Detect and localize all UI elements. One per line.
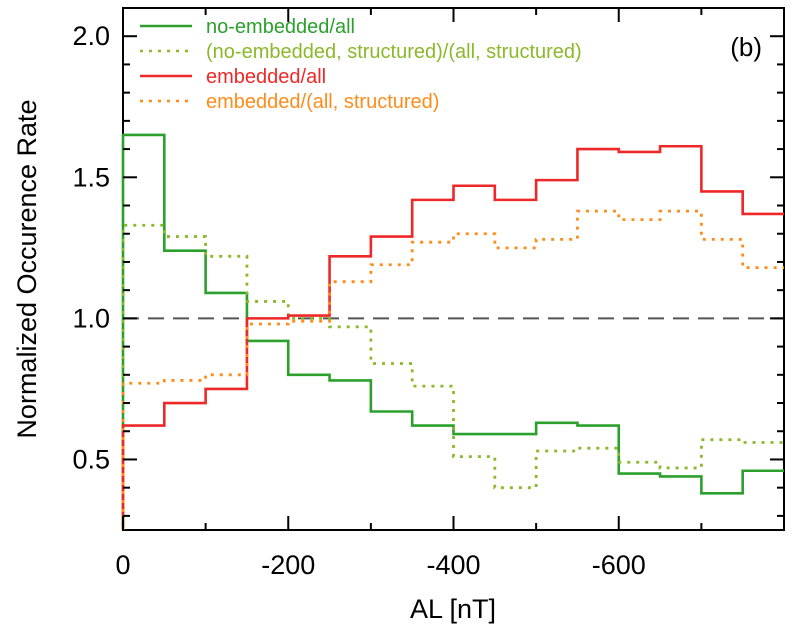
- y-tick-label: 1.5: [72, 162, 110, 192]
- legend-label-3: embedded/all: [206, 66, 326, 88]
- x-tick-label: -200: [261, 550, 315, 580]
- panel-label: (b): [730, 32, 762, 62]
- y-tick-label: 2.0: [72, 21, 110, 51]
- y-tick-label: 0.5: [72, 444, 110, 474]
- series-line-3: [121, 144, 784, 530]
- x-tick-label: -600: [592, 550, 646, 580]
- series-line-4: [121, 209, 784, 530]
- y-axis-title: Normalized Occurence Rate: [12, 99, 42, 438]
- legend-label-1: no-embedded/all: [206, 16, 355, 38]
- y-tick-label: 1.0: [72, 303, 110, 333]
- x-tick-label: 0: [115, 550, 130, 580]
- legend-label-4: embedded/(all, structured): [206, 91, 439, 113]
- series-line-1: [121, 133, 784, 530]
- legend-label-2: (no-embedded, structured)/(all, structur…: [206, 41, 582, 63]
- legend: no-embedded/all (no-embedded, structured)…: [140, 16, 582, 113]
- series-line-2: [121, 223, 784, 530]
- x-axis-title: AL [nT]: [410, 594, 496, 624]
- x-tick-label: -400: [426, 550, 480, 580]
